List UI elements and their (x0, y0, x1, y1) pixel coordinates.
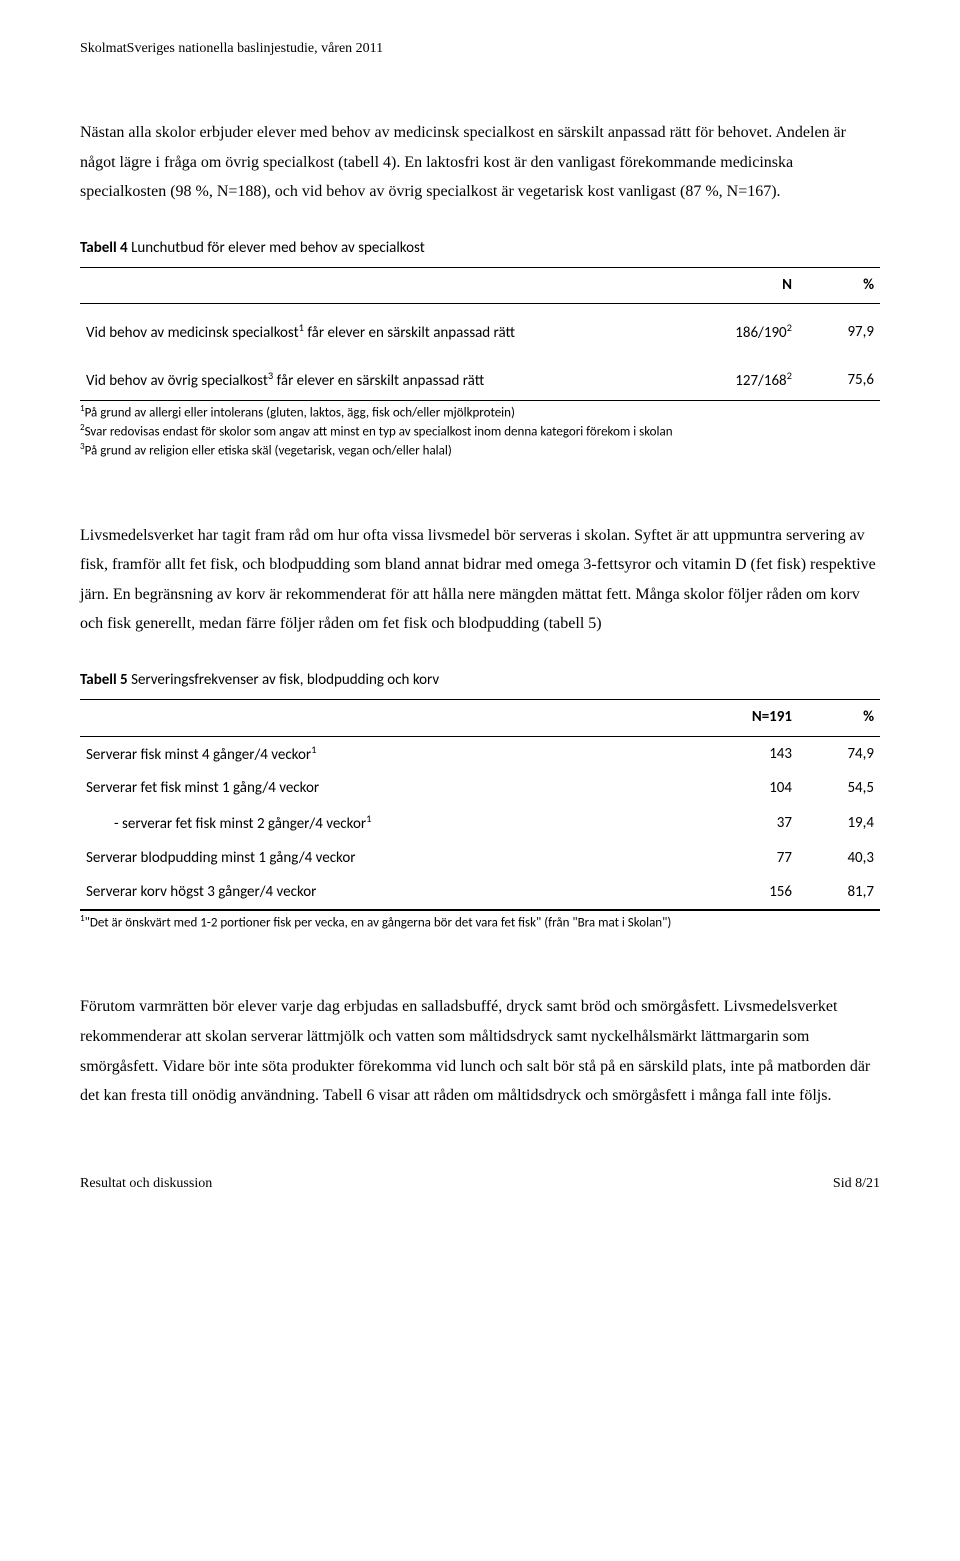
table5-row-label: Serverar fisk minst 4 gånger/4 veckor1 (80, 736, 696, 772)
table-row: Serverar fisk minst 4 gånger/4 veckor114… (80, 736, 880, 772)
table4-head-pct: % (798, 267, 880, 304)
table5-row-n: 104 (696, 772, 798, 806)
table5-row-pct: 74,9 (798, 736, 880, 772)
table4-row2-n: 127/1682 (686, 352, 798, 400)
table4-footnotes: 1På grund av allergi eller intolerans (g… (80, 400, 880, 461)
table5-head-empty (80, 699, 696, 736)
footer-right: Sid 8/21 (833, 1171, 880, 1197)
table5-head-pct: % (798, 699, 880, 736)
table4-row1-pct: 97,9 (798, 304, 880, 352)
table5-row-label: - serverar fet fisk minst 2 gånger/4 vec… (80, 806, 696, 842)
table5-title-prefix: Tabell 5 (80, 671, 128, 689)
table5-row-pct: 81,7 (798, 876, 880, 910)
table-row: - serverar fet fisk minst 2 gånger/4 vec… (80, 806, 880, 842)
paragraph-2: Livsmedelsverket har tagit fram råd om h… (80, 521, 880, 639)
table5-row-n: 143 (696, 736, 798, 772)
paragraph-1: Nästan alla skolor erbjuder elever med b… (80, 118, 880, 207)
table5-footnotes: 1"Det är önskvärt med 1-2 portioner fisk… (80, 910, 880, 932)
table4: N % Vid behov av medicinsk specialkost1 … (80, 267, 880, 400)
table-row: Serverar blodpudding minst 1 gång/4 veck… (80, 842, 880, 876)
table4-row1-n: 186/1902 (686, 304, 798, 352)
table5-row-pct: 40,3 (798, 842, 880, 876)
table5-row-pct: 19,4 (798, 806, 880, 842)
table5-title-rest: Serveringsfrekvenser av fisk, blodpuddin… (128, 671, 440, 689)
table4-head-n: N (686, 267, 798, 304)
table4-row1-label: Vid behov av medicinsk specialkost1 får … (80, 304, 686, 352)
page-header: SkolmatSveriges nationella baslinjestudi… (80, 40, 880, 58)
table4-title-prefix: Tabell 4 (80, 239, 128, 257)
table4-head-empty (80, 267, 686, 304)
table4-row2-pct: 75,6 (798, 352, 880, 400)
table4-title: Tabell 4 Lunchutbud för elever med behov… (80, 235, 880, 263)
table5-row-pct: 54,5 (798, 772, 880, 806)
table5-row-label: Serverar korv högst 3 gånger/4 veckor (80, 876, 696, 910)
table5-title: Tabell 5 Serveringsfrekvenser av fisk, b… (80, 667, 880, 695)
table5-row-label: Serverar blodpudding minst 1 gång/4 veck… (80, 842, 696, 876)
table5-row-n: 156 (696, 876, 798, 910)
footer-left: Resultat och diskussion (80, 1171, 212, 1197)
table-row: Serverar fet fisk minst 1 gång/4 veckor1… (80, 772, 880, 806)
table5-row-n: 37 (696, 806, 798, 842)
table4-title-rest: Lunchutbud för elever med behov av speci… (128, 239, 425, 257)
table5-row-label: Serverar fet fisk minst 1 gång/4 veckor (80, 772, 696, 806)
table-row: Serverar korv högst 3 gånger/4 veckor156… (80, 876, 880, 910)
page-footer: Resultat och diskussion Sid 8/21 (80, 1171, 880, 1197)
table5-row-n: 77 (696, 842, 798, 876)
table5-head-n: N=191 (696, 699, 798, 736)
table4-row2-label: Vid behov av övrig specialkost3 får elev… (80, 352, 686, 400)
paragraph-3: Förutom varmrätten bör elever varje dag … (80, 992, 880, 1110)
table5: N=191 % Serverar fisk minst 4 gånger/4 v… (80, 699, 880, 911)
